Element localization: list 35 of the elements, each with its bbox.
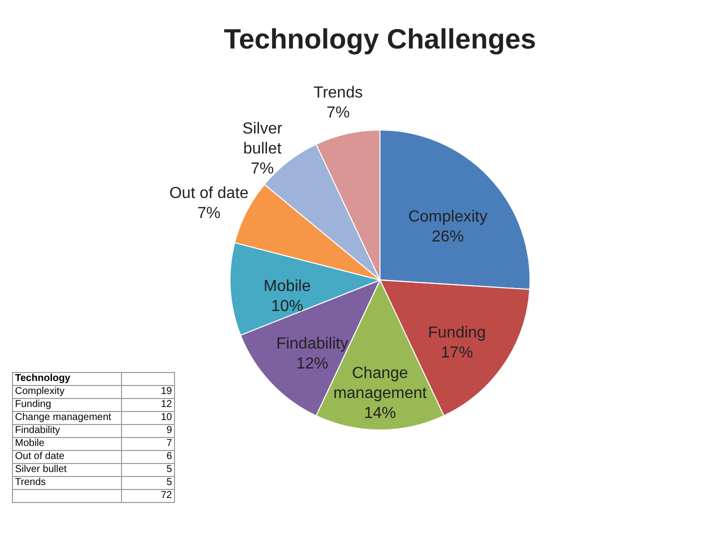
slice-label: Silver bullet	[242, 120, 283, 158]
slice-label: Change management	[333, 365, 428, 402]
data-label: 10%	[271, 298, 304, 315]
category-label: Funding	[12, 398, 122, 412]
category-label: Change management	[12, 412, 122, 424]
data-label: 12	[122, 398, 174, 412]
data-label: 9	[122, 424, 174, 438]
category-label: Complexity	[12, 386, 122, 398]
data-label: 19	[122, 386, 174, 398]
slice-label: Complexity	[408, 208, 488, 226]
data-label: 5	[122, 476, 174, 490]
data-label: 5	[122, 464, 174, 476]
slice-label: Trends	[314, 84, 363, 102]
data-label: 26%	[432, 228, 464, 246]
category-label: Silver bullet	[12, 464, 122, 476]
category-label: Findability	[12, 424, 122, 438]
data-label: 6	[122, 450, 174, 464]
data-label: 12%	[296, 356, 328, 373]
category-label: Trends	[12, 476, 122, 490]
category-label: Mobile	[12, 438, 122, 450]
slice-label: Funding	[428, 324, 486, 342]
data-label: 7%	[326, 104, 350, 122]
data-label: 7%	[250, 160, 274, 178]
slice-label: Findability	[276, 336, 348, 353]
data-label: 10	[122, 412, 174, 424]
data-label: 7	[122, 438, 174, 450]
slice-label: Out of date	[169, 184, 249, 202]
text: 72	[122, 490, 174, 502]
data-label: 17%	[440, 344, 473, 362]
data-label: 14%	[364, 405, 396, 422]
category-label: Out of date	[12, 450, 122, 464]
data-label: 7%	[197, 204, 220, 222]
slice-label: Mobile	[264, 278, 311, 295]
text: Technology	[12, 372, 122, 386]
chart-title: Technology Challenges	[224, 24, 536, 55]
